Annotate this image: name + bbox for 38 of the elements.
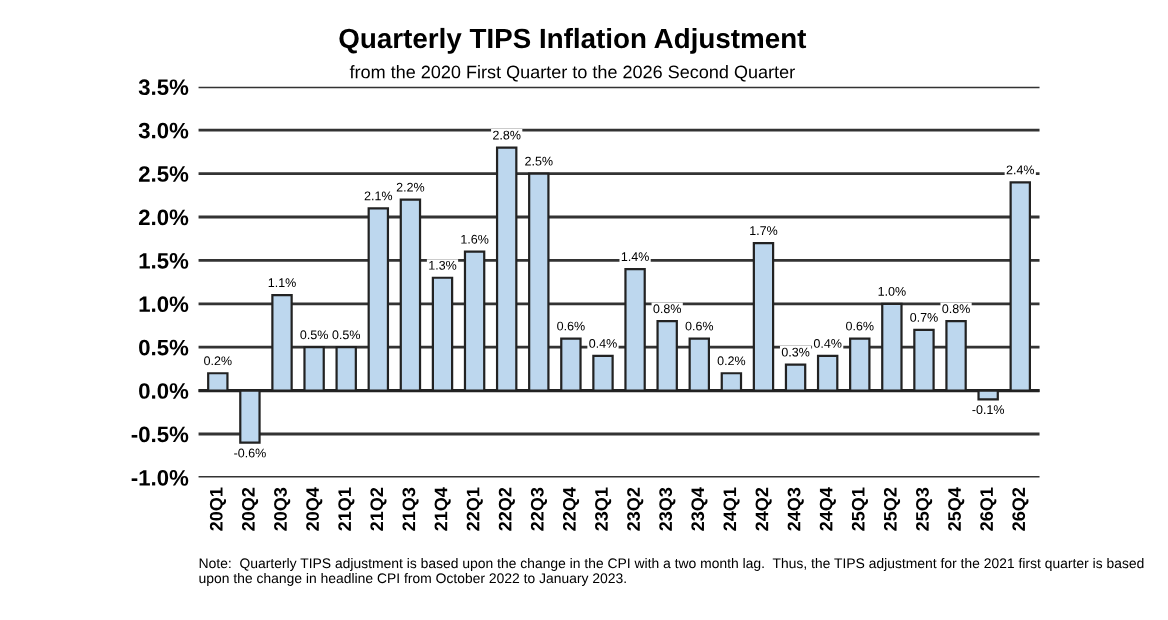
y-tick-label: 0.0% xyxy=(139,383,189,399)
x-tick-label: 24Q3 xyxy=(787,487,804,531)
x-tick-label: 23Q1 xyxy=(595,487,612,531)
y-tick-label: -0.5% xyxy=(131,426,189,443)
x-tick-label: 25Q2 xyxy=(883,487,901,531)
x-tick-label: 20Q2 xyxy=(241,487,259,531)
x-tick-label: 21Q4 xyxy=(434,487,451,531)
y-tick-label: 2.5% xyxy=(138,166,189,182)
y-tick-label: 0.5% xyxy=(139,339,189,356)
x-tick-label: 24Q1 xyxy=(723,487,740,531)
y-tick-label: 1.5% xyxy=(139,252,189,269)
x-tick-label: 25Q4 xyxy=(948,487,965,531)
x-tick-label: 21Q1 xyxy=(338,487,355,531)
x-tick-label: 20Q3 xyxy=(274,487,291,531)
x-tick-label: 26Q2 xyxy=(1012,487,1029,531)
x-tick-label: 22Q3 xyxy=(530,487,548,531)
chart-subtitle: from the 2020 First Quarter to the 2026 Second Quarter xyxy=(349,65,795,82)
x-tick-label: 22Q1 xyxy=(466,487,483,531)
x-tick-label: 23Q4 xyxy=(691,487,708,531)
x-tick-label: 24Q4 xyxy=(819,487,836,531)
y-tick-label: 2.0% xyxy=(138,209,189,226)
x-tick-label: 21Q2 xyxy=(370,487,387,531)
x-tick-label: 25Q3 xyxy=(916,487,933,531)
x-tick-label: 23Q3 xyxy=(659,487,676,531)
x-tick-label: 21Q3 xyxy=(402,487,419,531)
x-tick-label: 23Q2 xyxy=(627,487,644,531)
x-tick-label: 24Q2 xyxy=(755,487,772,531)
x-tick-label: 26Q1 xyxy=(980,487,997,531)
x-tick-label: 22Q4 xyxy=(562,487,580,531)
y-tick-label: -1.0% xyxy=(131,469,189,486)
y-tick-label: 1.0% xyxy=(139,296,189,313)
x-tick-label: 25Q1 xyxy=(851,487,868,531)
chart-title: Quarterly TIPS Inflation Adjustment xyxy=(339,27,807,54)
x-tick-label: 20Q4 xyxy=(306,487,323,531)
y-tick-label: 3.0% xyxy=(138,122,189,139)
x-tick-label: 20Q1 xyxy=(209,487,227,531)
y-tick-label: 3.5% xyxy=(138,79,189,96)
x-tick-label: 22Q2 xyxy=(498,487,515,531)
